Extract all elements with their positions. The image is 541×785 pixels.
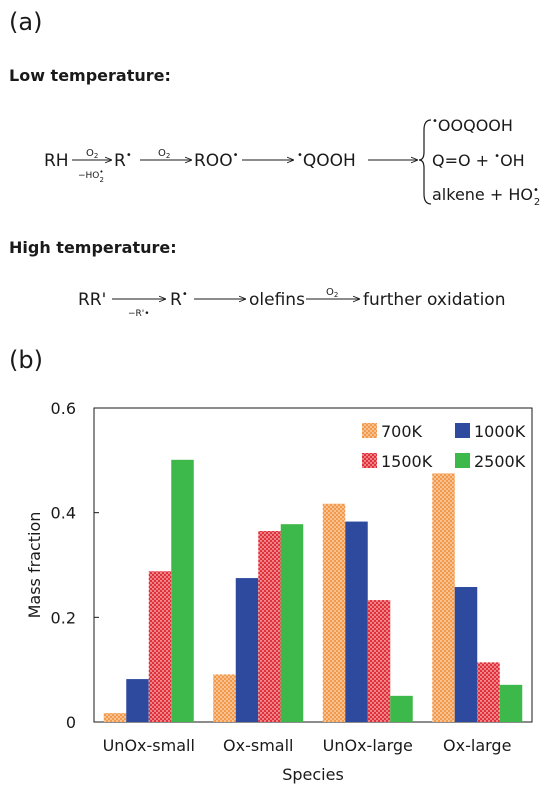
x-tick-label: Ox-large <box>443 736 511 755</box>
arrow2-reagent-o2: O2 <box>158 148 170 160</box>
bar-700k-ox-small <box>213 674 236 722</box>
low-temperature-title: Low temperature: <box>9 66 171 85</box>
bar-2500k-ox-large <box>499 684 523 722</box>
legend-swatch-1000k <box>455 423 470 438</box>
panel-a-label: (a) <box>9 8 43 36</box>
bar-1500k-ox-small <box>258 530 281 722</box>
y-tick-label: 0.6 <box>51 399 76 418</box>
bar-1000k-ox-large <box>454 586 478 722</box>
legend-label-2500k: 2500K <box>474 452 526 471</box>
bar-1500k-unox-small <box>148 571 172 722</box>
arrow1-reagent-o2: O2 <box>86 148 98 160</box>
bar-700k-unox-large <box>322 503 346 722</box>
high-arrow-reagent-o2: O2 <box>326 287 338 299</box>
high-species-r: R• <box>170 289 188 310</box>
reactant-rr: RR' <box>78 290 106 310</box>
bar-1500k-ox-large <box>477 662 500 722</box>
x-tick-label: UnOx-small <box>103 736 195 755</box>
legend-label-1000k: 1000K <box>474 422 526 441</box>
arrow1-loss-ho2: −HO• 2 <box>78 168 104 184</box>
product-alkene-ho2: alkene + HO• 2 <box>432 185 540 208</box>
y-tick-label: 0 <box>66 713 76 732</box>
bar-1000k-unox-small <box>126 679 149 722</box>
legend-swatch-700k <box>362 423 377 438</box>
x-tick-label: UnOx-large <box>323 736 413 755</box>
panel-b-label: (b) <box>9 346 43 374</box>
plot-frame <box>93 407 533 723</box>
x-axis-label: Species <box>282 765 344 784</box>
product-further-oxidation: further oxidation <box>363 290 505 310</box>
bar-1000k-ox-small <box>235 578 259 722</box>
product-qo-oh: Q=O + •OH <box>432 151 525 170</box>
bar-1000k-unox-large <box>345 521 368 722</box>
reaction-scheme: RH O2 −HO• 2 R• O2 ROO• •QOOH •OOQOOH Q=O… <box>44 116 540 319</box>
bar-2500k-ox-small <box>280 524 304 722</box>
bar-700k-ox-large <box>432 473 455 722</box>
bar-2500k-unox-small <box>171 459 194 722</box>
bar-700k-unox-small <box>103 713 127 722</box>
legend-label-700k: 700K <box>381 422 423 441</box>
species-r: R• <box>114 150 132 171</box>
product-ooqooh: •OOQOOH <box>432 116 513 135</box>
legend-swatch-2500k <box>455 453 470 468</box>
species-roo: ROO• <box>194 150 238 171</box>
reactant-rh: RH <box>44 151 69 171</box>
bar-1500k-unox-large <box>367 600 391 722</box>
species-qooh: •QOOH <box>297 150 356 171</box>
x-tick-label: Ox-small <box>223 736 293 755</box>
high-temperature-title: High temperature: <box>9 238 177 257</box>
y-axis-label: Mass fraction <box>25 512 44 619</box>
bar-2500k-unox-large <box>390 695 413 722</box>
y-tick-label: 0.4 <box>51 504 76 523</box>
product-brace <box>418 119 432 205</box>
legend-label-1500k: 1500K <box>381 452 433 471</box>
legend-swatch-1500k <box>362 453 377 468</box>
high-arrow1-loss: −R'• <box>128 309 150 319</box>
species-olefins: olefins <box>249 290 305 310</box>
y-tick-label: 0.2 <box>51 608 76 627</box>
